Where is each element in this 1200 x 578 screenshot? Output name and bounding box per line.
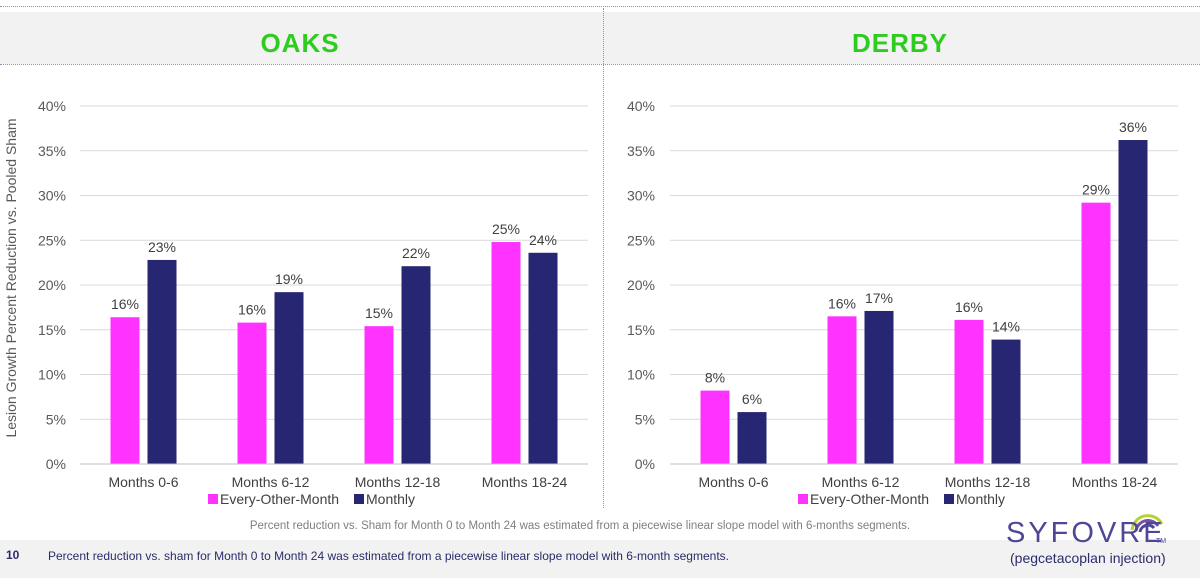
oaks-bar-monthly <box>401 266 431 464</box>
derby-x-tick-label: Months 6-12 <box>822 474 900 490</box>
oaks-y-tick-label: 35% <box>38 143 66 159</box>
derby-bar-monthly <box>1118 140 1148 464</box>
derby-bar-monthly <box>864 310 894 464</box>
logo-arc-icon <box>1130 514 1164 533</box>
title-band-line <box>0 64 1200 65</box>
oaks-data-label: 24% <box>529 232 557 248</box>
oaks-y-tick-label: 5% <box>46 411 66 427</box>
derby-y-tick-label: 35% <box>627 143 655 159</box>
oaks-y-tick-label: 25% <box>38 232 66 248</box>
oaks-x-tick-label: Months 12-18 <box>355 474 441 490</box>
derby-y-tick-label: 25% <box>627 232 655 248</box>
footer-band <box>0 540 1200 578</box>
logo-word: SYFOVRE <box>1006 517 1166 549</box>
oaks-bar-monthly <box>147 259 177 464</box>
derby-y-tick-label: 0% <box>635 456 655 472</box>
derby-y-tick-label: 30% <box>627 188 655 204</box>
syfovre-logo: SYFOVRE TM (pegcetacoplan injection) <box>1006 500 1196 578</box>
derby-data-label: 8% <box>705 370 725 386</box>
oaks-legend-swatch <box>208 494 218 504</box>
title-band <box>0 12 1200 64</box>
oaks-data-label: 16% <box>111 296 139 312</box>
oaks-data-label: 15% <box>365 305 393 321</box>
oaks-y-tick-label: 30% <box>38 188 66 204</box>
oaks-legend-swatch <box>354 494 364 504</box>
oaks-bar-every-other-month <box>110 317 140 464</box>
derby-data-label: 16% <box>955 299 983 315</box>
derby-y-tick-label: 20% <box>627 277 655 293</box>
derby-y-tick-label: 40% <box>627 98 655 114</box>
oaks-panel-title: OAKS <box>260 28 340 58</box>
derby-data-label: 36% <box>1119 119 1147 135</box>
oaks-bar-monthly <box>274 292 304 464</box>
oaks-y-tick-label: 0% <box>46 456 66 472</box>
derby-y-tick-label: 10% <box>627 367 655 383</box>
derby-data-label: 14% <box>992 319 1020 335</box>
oaks-data-label: 16% <box>238 302 266 318</box>
derby-legend-swatch <box>798 494 808 504</box>
top-dotted-line <box>0 6 1200 7</box>
derby-legend-label: Every-Other-Month <box>810 491 929 507</box>
derby-x-tick-label: Months 0-6 <box>698 474 768 490</box>
footnote-center: Percent reduction vs. Sham for Month 0 t… <box>249 520 911 532</box>
oaks-bar-every-other-month <box>491 242 521 464</box>
oaks-data-label: 22% <box>402 245 430 261</box>
oaks-y-tick-label: 20% <box>38 277 66 293</box>
derby-panel-title: DERBY <box>851 28 948 58</box>
derby-data-label: 17% <box>865 290 893 306</box>
oaks-x-tick-label: Months 0-6 <box>108 474 178 490</box>
panel-divider <box>603 8 604 508</box>
derby-x-tick-label: Months 18-24 <box>1072 474 1158 490</box>
derby-data-label: 6% <box>742 391 762 407</box>
derby-data-label: 16% <box>828 295 856 311</box>
oaks-x-tick-label: Months 18-24 <box>482 474 568 490</box>
derby-bar-monthly <box>991 339 1021 464</box>
logo-trademark: TM <box>1156 538 1167 545</box>
oaks-y-tick-label: 10% <box>38 367 66 383</box>
logo-subtitle: (pegcetacoplan injection) <box>1010 550 1166 566</box>
derby-bar-monthly <box>737 412 767 464</box>
oaks-bar-every-other-month <box>237 322 267 464</box>
derby-bar-every-other-month <box>700 390 730 464</box>
oaks-y-tick-label: 15% <box>38 322 66 338</box>
derby-bar-every-other-month <box>954 319 984 464</box>
derby-x-tick-label: Months 12-18 <box>945 474 1031 490</box>
derby-bar-every-other-month <box>1081 202 1111 464</box>
oaks-data-label: 25% <box>492 221 520 237</box>
oaks-bar-every-other-month <box>364 326 394 464</box>
derby-legend-swatch <box>944 494 954 504</box>
derby-data-label: 29% <box>1082 182 1110 198</box>
oaks-data-label: 23% <box>148 239 176 255</box>
oaks-legend-label: Every-Other-Month <box>220 491 339 507</box>
oaks-bar-monthly <box>528 252 558 464</box>
oaks-x-tick-label: Months 6-12 <box>232 474 310 490</box>
derby-y-tick-label: 15% <box>627 322 655 338</box>
footnote-bottom: Percent reduction vs. sham for Month 0 t… <box>48 549 729 563</box>
derby-legend-label: Monthly <box>956 491 1005 507</box>
page-number: 10 <box>6 548 20 562</box>
derby-bar-every-other-month <box>827 316 857 464</box>
oaks-y-tick-label: 40% <box>38 98 66 114</box>
oaks-legend-label: Monthly <box>366 491 415 507</box>
oaks-data-label: 19% <box>275 271 303 287</box>
derby-y-tick-label: 5% <box>635 411 655 427</box>
